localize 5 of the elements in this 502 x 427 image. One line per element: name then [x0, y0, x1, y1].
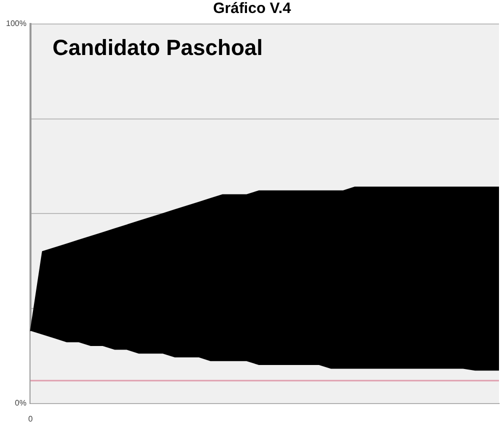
y-tick-label: 0%: [14, 398, 26, 408]
chart-title: Gráfico V.4: [213, 0, 292, 18]
text: Candidato Paschoal: [52, 35, 263, 60]
x-tick-label: 0: [28, 414, 34, 424]
y-tick-label: 100%: [6, 19, 26, 28]
